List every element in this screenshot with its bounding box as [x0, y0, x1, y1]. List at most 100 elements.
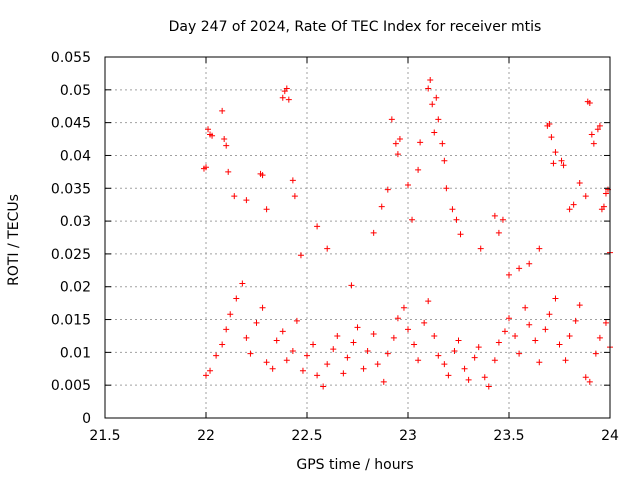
data-point — [334, 332, 341, 339]
data-point — [231, 193, 238, 200]
data-point — [324, 245, 331, 252]
data-points — [200, 76, 613, 390]
data-point — [431, 332, 438, 339]
data-point — [461, 365, 468, 372]
data-point — [209, 132, 216, 139]
data-point — [548, 134, 555, 141]
data-point — [590, 140, 597, 147]
data-point — [522, 304, 529, 311]
y-tick-label: 0 — [82, 411, 91, 427]
data-point — [512, 332, 519, 339]
data-point — [374, 361, 381, 368]
data-point — [225, 168, 232, 175]
data-point — [429, 101, 436, 108]
y-axis-label: ROTI / TECUs — [6, 194, 22, 286]
data-point — [435, 352, 442, 359]
axis-ticks — [104, 56, 611, 419]
data-point — [247, 350, 254, 357]
data-point — [600, 203, 607, 210]
data-point — [536, 245, 543, 252]
data-point — [536, 359, 543, 366]
y-tick-label: 0.035 — [51, 181, 91, 197]
data-point — [392, 140, 399, 147]
data-point — [279, 94, 286, 101]
data-point — [576, 180, 583, 187]
data-point — [380, 378, 387, 385]
data-point — [243, 197, 250, 204]
data-point — [582, 374, 589, 381]
data-point — [223, 326, 230, 333]
data-point — [409, 216, 416, 223]
data-point — [588, 131, 595, 138]
data-point — [441, 361, 448, 368]
data-point — [566, 332, 573, 339]
data-point — [602, 319, 609, 326]
data-point — [417, 139, 424, 146]
y-tick-label: 0.02 — [60, 280, 91, 296]
x-tick-label: 23.5 — [493, 428, 524, 444]
x-tick-label: 24 — [601, 428, 619, 444]
data-point — [299, 367, 306, 374]
data-point — [279, 328, 286, 335]
data-point — [491, 212, 498, 219]
data-point — [431, 129, 438, 136]
data-point — [427, 76, 434, 83]
data-point — [572, 317, 579, 324]
data-point — [552, 295, 559, 302]
data-point — [491, 357, 498, 364]
data-point — [558, 157, 565, 164]
data-point — [586, 378, 593, 385]
data-point — [233, 295, 240, 302]
data-point — [562, 357, 569, 364]
y-tick-label: 0.025 — [51, 247, 91, 263]
data-point — [477, 245, 484, 252]
data-point — [592, 350, 599, 357]
data-point — [314, 223, 321, 230]
data-point — [570, 201, 577, 208]
data-point — [269, 365, 276, 372]
data-point — [433, 94, 440, 101]
data-point — [370, 229, 377, 236]
data-point — [207, 367, 214, 374]
data-point — [400, 304, 407, 311]
data-point — [445, 372, 452, 379]
y-tick-label: 0.045 — [51, 116, 91, 132]
grid-layer — [105, 57, 610, 418]
data-point — [283, 85, 290, 92]
data-point — [291, 193, 298, 200]
data-point — [550, 160, 557, 167]
data-point — [378, 203, 385, 210]
data-point — [516, 265, 523, 272]
data-point — [596, 334, 603, 341]
chart-title: Day 247 of 2024, Rate Of TEC Index for r… — [169, 19, 542, 35]
data-point — [259, 172, 266, 179]
y-tick-label: 0.05 — [60, 83, 91, 99]
data-point — [560, 162, 567, 169]
data-point — [451, 348, 458, 355]
plot-frame — [104, 56, 611, 419]
data-point — [304, 352, 310, 359]
data-point — [582, 193, 589, 200]
data-point — [259, 304, 266, 311]
y-axis-tick-labels: 0 0.005 0.01 0.015 0.02 0.025 0.03 0.035 0.04 0.0… — [51, 50, 91, 427]
data-point — [453, 216, 460, 223]
data-point — [221, 136, 228, 143]
data-point — [495, 339, 502, 346]
data-point — [227, 311, 234, 318]
data-point — [596, 122, 603, 129]
data-point — [602, 190, 609, 197]
x-tick-label: 22.5 — [291, 428, 322, 444]
data-point — [205, 126, 212, 133]
data-point — [289, 177, 296, 184]
y-tick-label: 0.005 — [51, 378, 91, 394]
x-axis-label: GPS time / hours — [296, 457, 413, 473]
data-point — [485, 383, 492, 390]
y-tick-label: 0.055 — [51, 50, 91, 66]
data-point — [253, 319, 260, 326]
data-point — [441, 157, 448, 164]
data-point — [471, 354, 478, 361]
data-point — [289, 348, 296, 355]
data-point — [360, 365, 367, 372]
data-point — [263, 359, 270, 366]
